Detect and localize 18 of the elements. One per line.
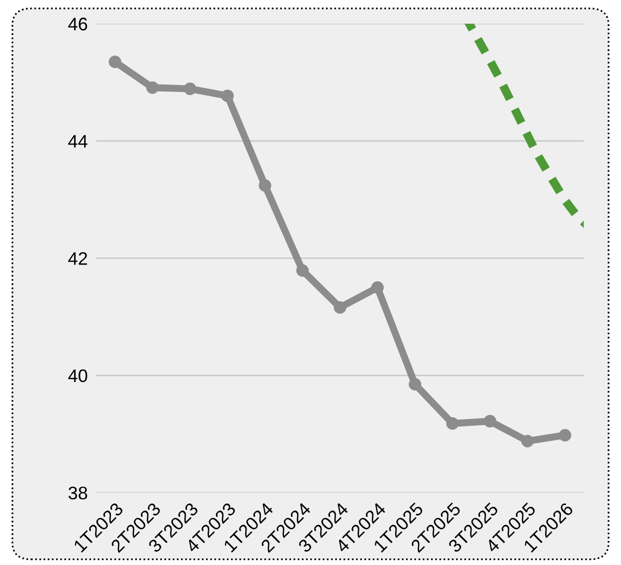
point	[108, 56, 122, 68]
point	[521, 434, 534, 448]
point	[484, 414, 496, 428]
point	[146, 81, 159, 94]
point	[371, 281, 384, 294]
y-tick-label: 46	[68, 18, 88, 30]
point	[558, 428, 572, 442]
point	[334, 301, 346, 314]
point	[296, 264, 309, 277]
point	[446, 417, 459, 430]
y-tick-label: 38	[68, 486, 88, 500]
y-tick-label: 44	[68, 135, 88, 148]
point	[408, 378, 422, 390]
point	[221, 90, 234, 102]
point	[258, 179, 272, 192]
y-tick-label: 42	[68, 252, 88, 265]
point	[184, 82, 196, 96]
y-tick-label: 40	[68, 369, 88, 382]
